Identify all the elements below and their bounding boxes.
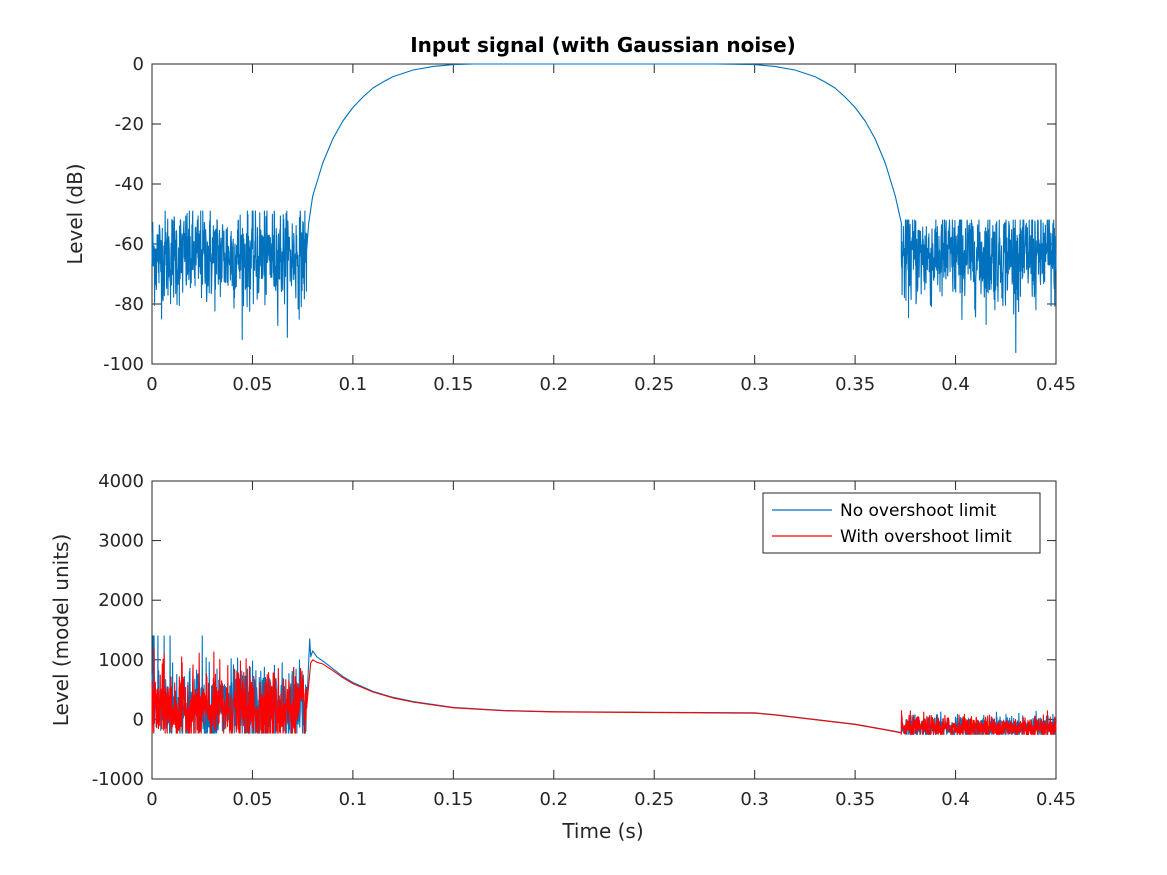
x-tick-label: 0.15 — [433, 789, 473, 810]
x-tick-label: 0.4 — [941, 374, 970, 395]
plot-area — [151, 63, 1057, 365]
y-tick-label: 2000 — [98, 590, 144, 611]
x-tick-label: 0.45 — [1036, 789, 1076, 810]
x-tick-label: 0.4 — [941, 789, 970, 810]
y-axis-ticks: -100 -80 -60 -40 -20 0 — [103, 54, 1056, 375]
y-tick-label: 1000 — [98, 650, 144, 671]
legend-label-no-overshoot: No overshoot limit — [840, 501, 997, 521]
x-tick-label: 0.2 — [539, 789, 568, 810]
y-tick-label: 4000 — [98, 471, 144, 492]
x-tick-label: 0.45 — [1036, 374, 1076, 395]
x-tick-label: 0.05 — [232, 374, 272, 395]
model-output-axes: 0 0.05 0.1 0.15 0.2 0.25 0.3 0.35 0.4 0.45 -10000… — [49, 471, 1076, 843]
y-tick-label: -1000 — [92, 769, 144, 790]
y-tick-label: -60 — [115, 234, 144, 255]
y-tick-label: -80 — [115, 294, 144, 315]
x-tick-label: 0.35 — [835, 789, 875, 810]
x-tick-label: 0 — [146, 374, 157, 395]
series-lines — [151, 63, 1057, 354]
x-tick-label: 0.25 — [634, 789, 674, 810]
x-tick-label: 0 — [146, 789, 157, 810]
y-tick-label: 0 — [133, 709, 144, 730]
y-axis-ticks: -1000 0 1000 2000 3000 4000 — [92, 471, 1056, 790]
y-tick-label: -20 — [115, 114, 144, 135]
x-tick-label: 0.3 — [740, 789, 769, 810]
x-tick-label: 0.05 — [232, 789, 272, 810]
x-tick-label: 0.1 — [339, 789, 368, 810]
input-signal-axes: Input signal (with Gaussian noise) 0 0.05… — [63, 33, 1076, 395]
chart-title: Input signal (with Gaussian noise) — [410, 33, 796, 57]
series-lines — [151, 635, 1057, 735]
x-tick-label: 0.1 — [339, 374, 368, 395]
y-tick-label: 0 — [133, 54, 144, 75]
x-tick-label: 0.35 — [835, 374, 875, 395]
x-tick-label: 0.25 — [634, 374, 674, 395]
x-axis-ticks: 0 0.05 0.1 0.15 0.2 0.25 0.3 0.35 0.4 0.45 — [146, 481, 1076, 810]
x-tick-label: 0.2 — [539, 374, 568, 395]
x-tick-label: 0.3 — [740, 374, 769, 395]
signal-line — [151, 63, 1057, 354]
legend-label-with-overshoot: With overshoot limit — [840, 527, 1012, 547]
x-axis-label: Time (s) — [561, 819, 643, 843]
y-tick-label: 3000 — [98, 531, 144, 552]
with-overshoot-limit-line — [151, 647, 1057, 735]
legend-box — [762, 492, 1041, 554]
y-axis-label: Level (model units) — [49, 534, 73, 727]
x-tick-label: 0.15 — [433, 374, 473, 395]
y-axis-label: Level (dB) — [63, 163, 87, 264]
y-tick-label: -40 — [115, 174, 144, 195]
x-axis-ticks: 0 0.05 0.1 0.15 0.2 0.25 0.3 0.35 0.4 0.45 — [146, 64, 1076, 395]
legend: No overshoot limit With overshoot limit — [762, 492, 1041, 554]
y-tick-label: -100 — [103, 354, 144, 375]
